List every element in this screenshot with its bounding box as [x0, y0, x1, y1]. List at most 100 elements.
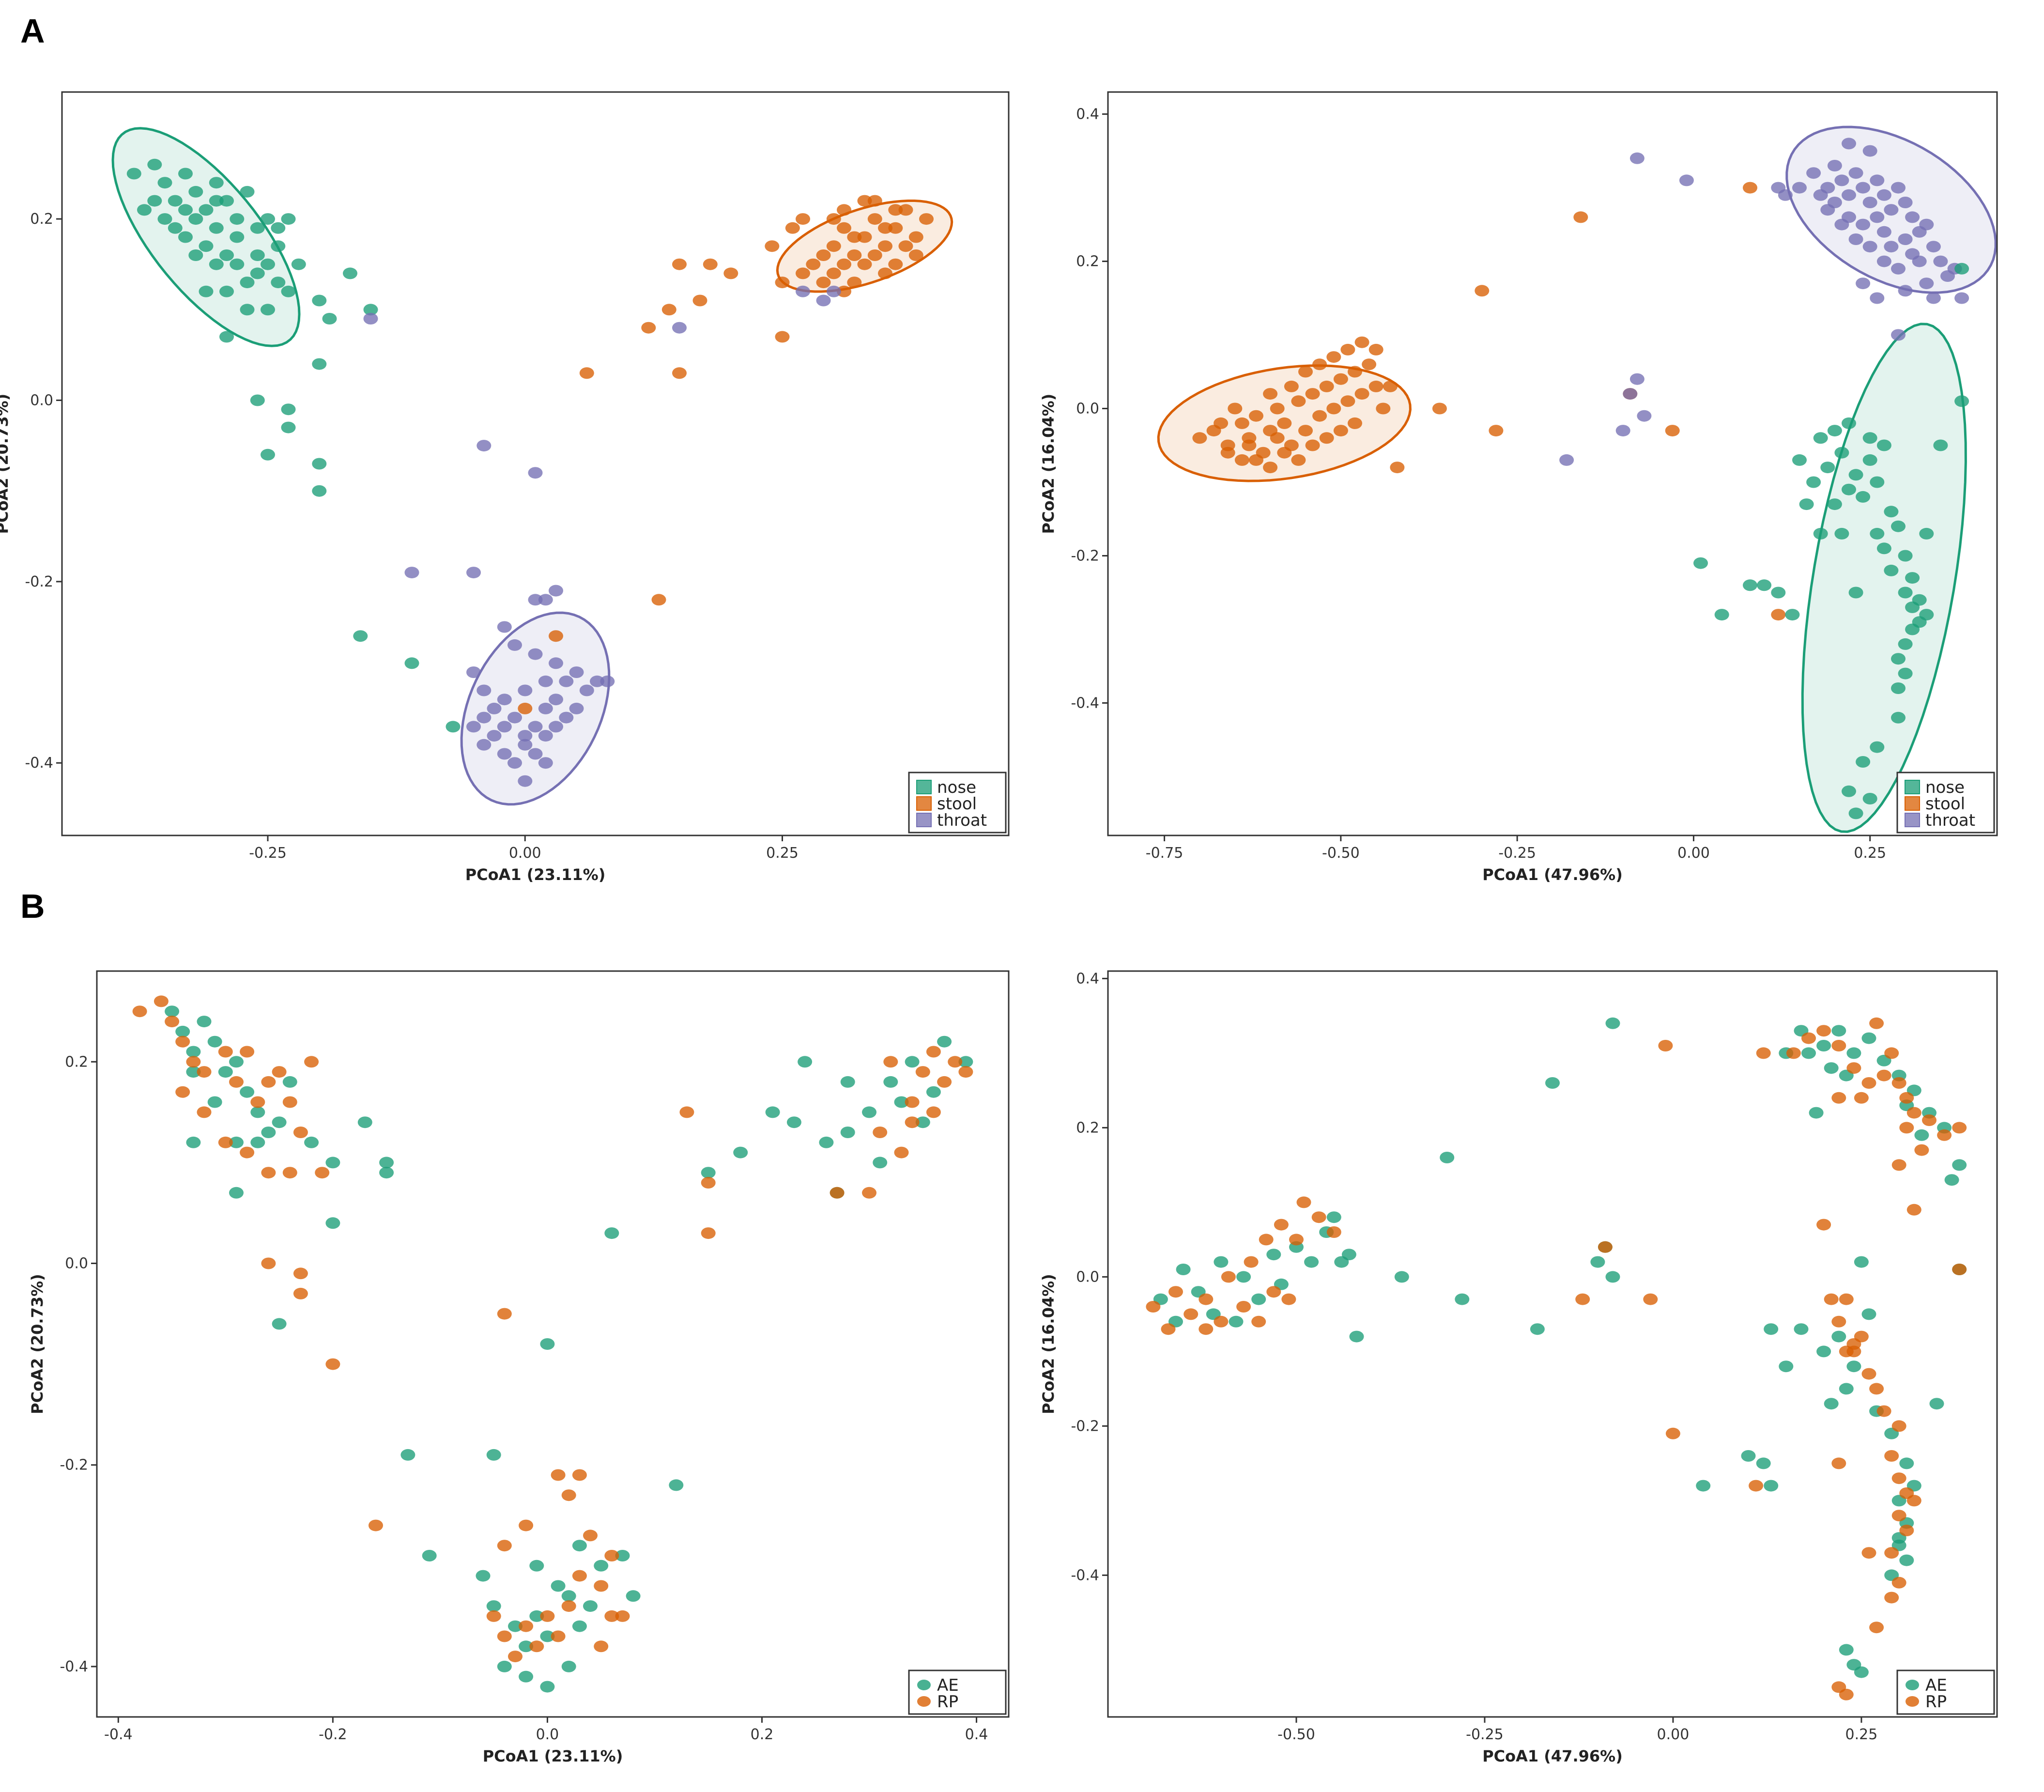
- chart-3-AE-point: [1236, 1271, 1251, 1283]
- chart-1-throat-point: [1905, 211, 1920, 223]
- chart-3-RP-point: [1161, 1323, 1176, 1335]
- chart-1-nose-point: [1870, 476, 1885, 488]
- chart-1-stool-point: [1242, 439, 1257, 451]
- chart-1-throat-point: [1876, 189, 1891, 201]
- chart-2-RP-point: [958, 1066, 973, 1078]
- chart-2-RP-point: [325, 1358, 340, 1370]
- chart-2-RP-point: [905, 1116, 920, 1128]
- chart-1-throat-point: [1848, 233, 1863, 245]
- chart-1-nose-point: [1714, 609, 1729, 621]
- chart-3-AE-point: [1839, 1383, 1854, 1395]
- chart-2-AE-point: [207, 1035, 222, 1048]
- chart-1-nose-point: [1891, 682, 1906, 694]
- chart-0-stool-point: [857, 195, 872, 207]
- chart-1-nose-point: [1912, 616, 1927, 628]
- chart-0-nose-point: [219, 331, 234, 343]
- chart-1-throat-point: [1876, 226, 1891, 238]
- chart-0-stool-point: [888, 204, 903, 216]
- chart-3-RP-point: [1274, 1219, 1289, 1231]
- chart-2-RP-point: [218, 1046, 233, 1058]
- chart-2-RP-point: [229, 1076, 244, 1088]
- chart-2-AE-point: [519, 1670, 534, 1683]
- chart-0-nose-point: [446, 721, 461, 733]
- chart-2-AE-point: [486, 1449, 501, 1461]
- chart-2-RP-point: [261, 1257, 276, 1269]
- chart-2-legend-label-AE: AE: [937, 1676, 959, 1695]
- chart-2-AE-point: [497, 1660, 512, 1672]
- pcoa-chart-b-left: -0.4 -0.2 0.0 0.2 0.4 -0.4 -0.2 0.0 0.2 PCoA1 (23…: [28, 970, 1010, 1765]
- chart-3-RP-point: [1251, 1315, 1266, 1328]
- chart-1-throat-point: [1891, 182, 1906, 194]
- chart-0-x-tick-label: 0.00: [509, 845, 541, 862]
- chart-1-nose-point: [1813, 432, 1828, 444]
- chart-1-legend-label-nose: nose: [1925, 778, 1965, 797]
- chart-2-RP-point: [873, 1127, 888, 1138]
- chart-2-RP-point: [369, 1519, 383, 1531]
- chart-0-stool-point: [641, 322, 656, 334]
- chart-1-y-tick-label: -0.2: [1071, 547, 1099, 564]
- chart-2-AE-point: [551, 1580, 566, 1592]
- chart-0-stool-point: [826, 213, 841, 225]
- chart-2-RP-point: [561, 1489, 576, 1501]
- chart-3-AE-point: [1605, 1271, 1620, 1283]
- chart-2-AE-point: [218, 1066, 233, 1078]
- chart-0-stool-point: [847, 231, 862, 243]
- chart-0-stool-point: [878, 222, 892, 234]
- chart-2-AE-point: [529, 1560, 544, 1572]
- chart-2-AE-point: [883, 1076, 898, 1088]
- chart-3-RP-point: [1869, 1383, 1884, 1395]
- chart-0-stool-point: [765, 240, 780, 252]
- chart-0-stool-point: [816, 277, 831, 289]
- chart-2-AE-point: [186, 1066, 201, 1078]
- chart-1-legend-key-nose: [1905, 780, 1920, 794]
- chart-2-RP-point: [315, 1167, 330, 1179]
- chart-2-RP-point: [862, 1187, 876, 1199]
- chart-1-throat-point: [1559, 454, 1574, 466]
- chart-3-RP-point: [1891, 1159, 1906, 1171]
- chart-2-RP-point: [561, 1600, 576, 1612]
- chart-3-RP-point: [1952, 1122, 1967, 1134]
- chart-1-throat-point: [1912, 255, 1927, 267]
- chart-2-AE-point: [486, 1600, 501, 1612]
- chart-1-stool-point: [1228, 402, 1243, 415]
- chart-0-throat-point: [363, 313, 378, 324]
- chart-2-AE-point: [476, 1570, 491, 1582]
- chart-0-nose-point: [312, 458, 327, 470]
- chart-0-throat-point: [538, 757, 553, 769]
- chart-2-AE-point: [272, 1116, 287, 1128]
- chart-2-AE-point: [765, 1106, 780, 1118]
- chart-0-throat-point: [528, 748, 543, 760]
- chart-0-stool-point: [816, 249, 831, 261]
- chart-3-RP-point: [1922, 1114, 1936, 1126]
- chart-0-nose-point: [209, 222, 224, 234]
- chart-0-nose-point: [250, 222, 265, 234]
- chart-2-RP-point: [883, 1056, 898, 1068]
- chart-3-RP-point: [1236, 1301, 1251, 1313]
- chart-1-stool-point: [1771, 609, 1786, 621]
- chart-1-throat-point: [1926, 292, 1941, 304]
- chart-0-nose-point: [312, 358, 327, 370]
- chart-3-RP-point: [1168, 1286, 1183, 1298]
- chart-0-stool-point: [888, 222, 903, 234]
- chart-2-RP-point: [701, 1227, 716, 1239]
- chart-3-AE-point: [1861, 1032, 1876, 1044]
- chart-0-nose-point: [281, 403, 296, 416]
- chart-3-AE-point: [1899, 1457, 1914, 1469]
- chart-1-stool-point: [1270, 432, 1285, 444]
- chart-2-AE-point: [594, 1560, 609, 1572]
- chart-1-throat-point: [1862, 197, 1877, 208]
- chart-0-nose-point: [209, 258, 224, 270]
- chart-2-AE-point: [894, 1096, 909, 1108]
- chart-0-throat-point: [518, 730, 533, 742]
- chart-0-stool-point: [672, 367, 687, 379]
- chart-1-legend-key-stool: [1905, 796, 1920, 811]
- chart-3-RP-point: [1899, 1525, 1914, 1536]
- chart-2-AE-point: [325, 1217, 340, 1229]
- chart-3-legend-key-AE: [1906, 1680, 1919, 1690]
- chart-0-throat-point: [549, 694, 563, 706]
- chart-2-RP-point: [175, 1035, 190, 1048]
- chart-2-RP-point: [519, 1519, 534, 1531]
- chart-0-stool-point: [549, 630, 563, 642]
- chart-3-AE-point: [1944, 1174, 1959, 1186]
- chart-2-RP-point: [272, 1066, 287, 1078]
